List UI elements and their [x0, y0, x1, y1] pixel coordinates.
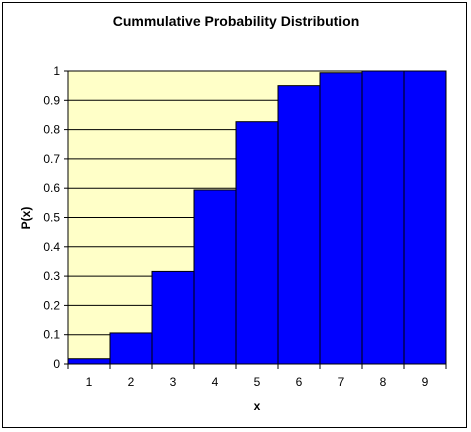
- bar-4: [193, 189, 237, 365]
- bar-3: [151, 270, 195, 365]
- y-tick-label: 0.4: [43, 240, 60, 254]
- y-tick-label: 0.6: [43, 181, 60, 195]
- y-tick-labels: 0 0.1 0.2 0.3 0.4 0.5 0.6 0.7 0.8 0.9 1: [43, 64, 60, 371]
- bar-6: [277, 85, 321, 365]
- axes: [64, 70, 447, 369]
- bar-2: [109, 332, 153, 365]
- bar-1: [67, 358, 111, 365]
- x-tick-label: 4: [212, 375, 219, 389]
- x-tick-label: 5: [254, 375, 261, 389]
- y-tick-label: 1: [53, 64, 60, 78]
- bar-7: [319, 72, 363, 365]
- x-tick-label: 1: [86, 375, 93, 389]
- bar-5: [235, 121, 279, 365]
- x-tick-label: 2: [128, 375, 135, 389]
- bars: [67, 70, 447, 365]
- y-tick-label: 0.2: [43, 298, 60, 312]
- y-tick-label: 0.9: [43, 93, 60, 107]
- y-tick-label: 0.7: [43, 152, 60, 166]
- x-tick-label: 8: [380, 375, 387, 389]
- x-axis-title: x: [254, 399, 261, 413]
- y-tick-label: 0.3: [43, 269, 60, 283]
- x-tick-label: 3: [170, 375, 177, 389]
- y-tick-label: 0.1: [43, 328, 60, 342]
- x-tick-label: 6: [296, 375, 303, 389]
- x-tick-label: 9: [422, 375, 429, 389]
- chart-title: Cummulative Probability Distribution: [113, 13, 360, 29]
- bar-8: [361, 70, 405, 365]
- x-tick-labels: 1 2 3 4 5 6 7 8 9: [86, 375, 429, 389]
- y-tick-label: 0.8: [43, 123, 60, 137]
- y-tick-label: 0.5: [43, 211, 60, 225]
- y-axis-title: P(x): [19, 207, 33, 230]
- bar-9: [403, 70, 447, 365]
- y-tick-label: 0: [53, 357, 60, 371]
- x-tick-label: 7: [338, 375, 345, 389]
